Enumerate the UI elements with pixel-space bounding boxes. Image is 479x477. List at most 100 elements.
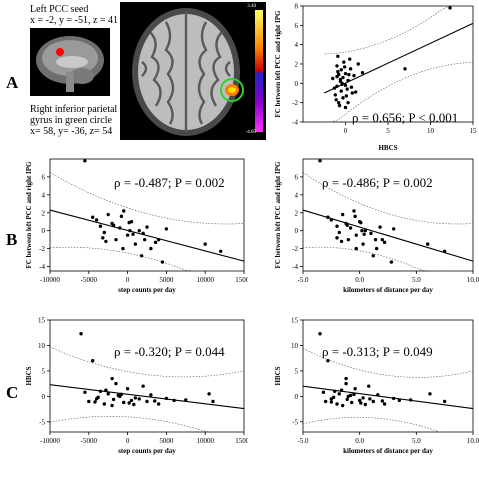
data-point xyxy=(442,249,447,253)
plot-frame xyxy=(49,319,245,433)
y-tick-label: -4 xyxy=(292,119,298,127)
colorbar-max-label: 3.40 xyxy=(247,4,256,9)
data-point xyxy=(156,402,161,406)
y-tick-label: -5 xyxy=(39,418,45,426)
data-point xyxy=(389,260,394,264)
data-point xyxy=(164,396,169,401)
data-point xyxy=(318,332,322,336)
y-tick-label: 6 xyxy=(42,173,46,181)
y-tick-label: 2 xyxy=(295,61,299,69)
data-point xyxy=(408,398,413,402)
data-point xyxy=(127,220,131,225)
data-point xyxy=(374,246,379,251)
confidence-lower xyxy=(49,415,244,433)
data-point xyxy=(104,388,108,392)
correlation-annotation: ρ = -0.320; P = 0.044 xyxy=(114,344,225,359)
data-point xyxy=(102,402,107,406)
data-point xyxy=(380,237,385,242)
data-point xyxy=(125,387,130,391)
y-tick-label: 6 xyxy=(295,22,299,30)
data-point xyxy=(334,98,338,102)
data-point xyxy=(359,220,363,225)
data-point xyxy=(362,232,366,236)
data-point xyxy=(367,384,371,388)
data-point xyxy=(106,212,110,217)
data-point xyxy=(336,70,340,74)
data-point xyxy=(346,78,350,83)
data-point xyxy=(341,96,345,100)
data-point xyxy=(119,392,124,397)
data-point xyxy=(164,227,169,231)
x-tick-label: 5.0 xyxy=(412,276,421,284)
data-point xyxy=(341,75,345,80)
colorbar-min-label: -4.05 xyxy=(245,130,256,135)
x-tick-label: 0 xyxy=(126,276,130,284)
data-point xyxy=(96,395,100,400)
x-axis-label: kilometers of distance per day xyxy=(343,447,433,455)
data-point xyxy=(329,218,334,222)
data-point xyxy=(321,390,326,394)
data-point xyxy=(211,399,215,404)
data-point xyxy=(340,82,344,87)
data-point xyxy=(428,392,432,396)
y-tick-label: 2 xyxy=(295,209,299,217)
data-point xyxy=(352,392,356,397)
correlation-annotation: ρ = -0.313; P = 0.049 xyxy=(322,344,433,359)
data-point xyxy=(79,332,83,336)
data-point xyxy=(98,224,103,228)
data-point xyxy=(94,218,99,222)
data-point xyxy=(344,94,349,98)
data-point xyxy=(132,402,136,407)
y-tick-label: 5 xyxy=(295,367,299,375)
scatter-steps-hbcs: -10000 -5000 0 5000 10000 15000 -5 0 5 10 15 ρ = -0… xyxy=(25,317,253,456)
x-tick-label: 10000 xyxy=(196,437,214,445)
data-point xyxy=(145,225,149,229)
y-tick-label: 4 xyxy=(42,191,46,199)
data-point xyxy=(357,398,362,403)
y-tick-label: 0 xyxy=(42,393,46,401)
data-point xyxy=(102,230,107,235)
x-axis-label: kilometers of distance per day xyxy=(343,286,433,294)
seed-coords: x = -2, y = -51, z = 41 xyxy=(30,15,119,26)
data-point xyxy=(141,384,145,388)
y-tick-label: 0 xyxy=(295,393,299,401)
region-line-2: gyrus in green circle xyxy=(30,115,112,126)
panel-label-c: C xyxy=(6,383,19,402)
confidence-upper xyxy=(49,172,245,225)
y-tick-label: 0 xyxy=(42,227,46,235)
fit-line xyxy=(49,384,245,410)
y-tick-label: 4 xyxy=(295,41,299,49)
seed-marker xyxy=(56,48,64,56)
plot-frame xyxy=(49,158,245,272)
chart-b1: -10000 -5000 0 5000 10000 15000 -4 -2 0 2 4 6 ρ = -0… xyxy=(22,155,253,310)
data-point xyxy=(348,226,353,230)
x-tick-label: 10.0 xyxy=(467,276,479,284)
data-point xyxy=(137,397,141,401)
y-tick-label: 10 xyxy=(291,342,299,350)
data-point xyxy=(83,159,87,163)
data-point xyxy=(98,389,103,393)
correlation-annotation: ρ = -0.487; P = 0.002 xyxy=(114,175,225,190)
data-point xyxy=(350,91,354,95)
y-tick-label: 5 xyxy=(42,367,46,375)
data-point xyxy=(331,76,335,81)
data-point xyxy=(335,224,339,228)
data-point xyxy=(323,399,328,404)
data-point xyxy=(125,233,130,237)
data-point xyxy=(339,89,343,93)
data-point xyxy=(90,215,95,219)
data-point xyxy=(352,73,356,78)
region-green-circle xyxy=(220,78,244,102)
confidence-lower xyxy=(302,246,473,272)
x-tick-label: 0.0 xyxy=(355,276,364,284)
data-point xyxy=(338,77,343,82)
data-point xyxy=(111,223,116,228)
data-point xyxy=(348,57,352,61)
y-tick-label: -4 xyxy=(39,263,45,271)
data-point xyxy=(122,400,126,405)
data-point xyxy=(339,68,343,72)
data-point xyxy=(121,246,125,251)
data-point xyxy=(114,237,118,242)
x-tick-label: 10000 xyxy=(196,276,214,284)
data-point xyxy=(203,242,207,246)
